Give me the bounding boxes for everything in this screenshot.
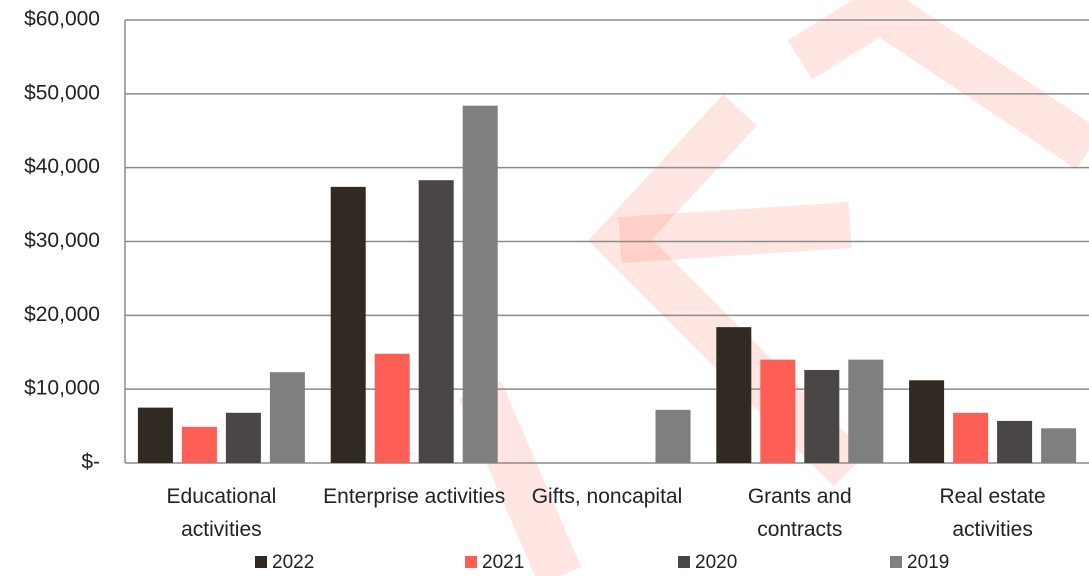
legend-swatch: [890, 556, 902, 568]
x-tick-label: Gifts, noncapital: [531, 485, 683, 508]
bar: [1041, 428, 1077, 463]
legend-label: 2019: [907, 552, 949, 573]
y-tick-label: $40,000: [24, 155, 100, 178]
x-tick-label: Real estate activities: [939, 485, 1046, 541]
bar: [330, 186, 366, 463]
bar: [374, 353, 410, 463]
legend-label: 2020: [695, 552, 737, 573]
legend-swatch: [465, 556, 477, 568]
legend-swatch: [678, 556, 690, 568]
bar: [462, 105, 498, 463]
bar: [418, 180, 454, 464]
bar: [716, 327, 752, 463]
bar: [655, 409, 691, 463]
bar: [804, 369, 840, 463]
legend-swatch: [255, 556, 267, 568]
x-tick-label: Enterprise activities: [323, 485, 506, 508]
y-tick-label: $10,000: [24, 377, 100, 400]
x-tick-label: Grants and contracts: [747, 485, 852, 541]
bar: [953, 412, 989, 463]
y-tick-label: $20,000: [24, 303, 100, 326]
bar: [181, 426, 217, 463]
bar: [997, 420, 1033, 463]
bar: [137, 407, 173, 463]
bar: [909, 380, 945, 463]
legend-label: 2022: [272, 552, 314, 573]
bar: [225, 412, 261, 463]
legend-label: 2021: [482, 552, 524, 573]
bar: [848, 359, 884, 463]
x-tick-label: Educational activities: [166, 485, 277, 541]
y-tick-label: $60,000: [24, 8, 100, 31]
y-tick-label: $50,000: [24, 81, 100, 104]
y-tick-label: $-: [81, 451, 100, 474]
y-tick-label: $30,000: [24, 229, 100, 252]
bar: [760, 359, 796, 463]
bar: [269, 372, 305, 463]
